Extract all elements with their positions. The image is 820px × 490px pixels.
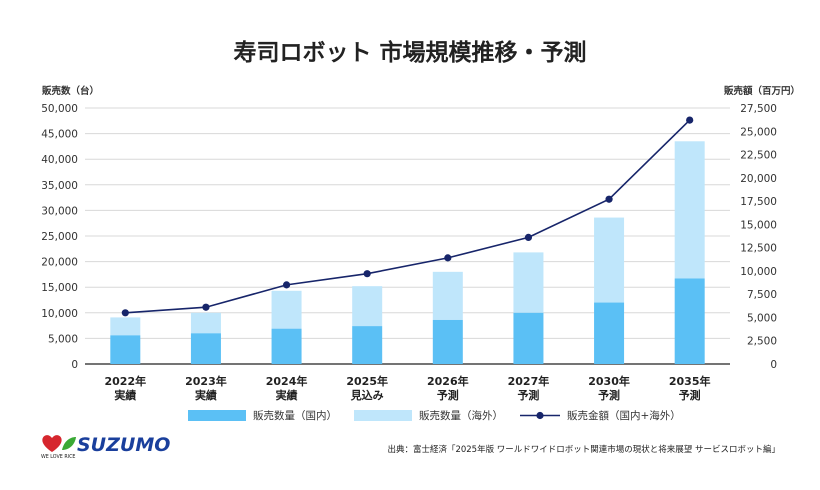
- right-tick-label: 10,000: [740, 266, 777, 278]
- legend: 販売数量（国内） 販売数量（海外） 販売金額（国内+海外）: [188, 409, 681, 422]
- left-tick-label: 0: [71, 359, 78, 371]
- category-year-label: 2030年: [588, 374, 630, 388]
- left-tick-label: 25,000: [41, 231, 78, 243]
- right-tick-label: 0: [770, 359, 777, 371]
- bar-domestic: [432, 319, 463, 364]
- line-point: [686, 116, 694, 124]
- category-year-label: 2035年: [669, 374, 711, 388]
- category-status-label: 見込み: [350, 388, 384, 402]
- bar-domestic: [594, 302, 625, 364]
- y-axis-right-label: 販売額（百万円）: [724, 85, 800, 97]
- category-labels: 2022年実績2023年実績2024年実績2025年見込み2026年予測2027…: [105, 374, 711, 402]
- line-point: [282, 281, 291, 289]
- line-point: [444, 254, 452, 262]
- category-status-label: 実績: [195, 388, 217, 402]
- category-year-label: 2026年: [427, 374, 469, 388]
- line-path: [125, 119, 691, 314]
- right-tick-label: 12,500: [740, 243, 777, 255]
- line-point: [202, 303, 210, 311]
- category-status-label: 実績: [276, 388, 298, 402]
- bar-overseas: [190, 312, 221, 334]
- right-tick-label: 5,000: [747, 312, 777, 324]
- legend-swatch-marker: [536, 411, 544, 420]
- bar-overseas: [352, 286, 383, 327]
- category-year-label: 2022年: [105, 374, 147, 388]
- right-tick-label: 2,500: [747, 336, 777, 348]
- left-tick-label: 35,000: [41, 180, 78, 192]
- category-status-label: 予測: [598, 388, 620, 402]
- chart-title: 寿司ロボット 市場規模推移・予測: [233, 39, 586, 66]
- left-tick-label: 50,000: [41, 103, 78, 115]
- right-tick-label: 15,000: [740, 219, 777, 231]
- category-year-label: 2027年: [508, 374, 550, 388]
- legend-swatch-overseas: [354, 410, 412, 421]
- bars: [110, 141, 705, 364]
- grid-lines: [85, 107, 730, 365]
- right-tick-label: 22,500: [740, 150, 777, 162]
- legend-label-overseas: 販売数量（海外）: [419, 409, 503, 422]
- line-point: [363, 270, 371, 278]
- line-point: [605, 195, 613, 203]
- legend-label-amount: 販売金額（国内+海外）: [567, 409, 681, 422]
- category-status-label: 実績: [114, 388, 136, 402]
- bar-domestic: [513, 312, 544, 364]
- source-note: 出典：富士経済「2025年版 ワールドワイドロボット関連市場の現状と将来展望 サ…: [387, 444, 780, 455]
- bar-overseas: [594, 217, 625, 303]
- bar-overseas: [674, 141, 705, 279]
- left-tick-labels: 0 5,000 10,000 15,000 20,000 25,000 30,000 35,0…: [41, 103, 78, 371]
- logo-heart-icon: [42, 435, 62, 452]
- logo-tagline: WE LOVE RICE: [41, 454, 75, 460]
- left-tick-label: 5,000: [48, 333, 78, 345]
- right-tick-label: 27,500: [740, 103, 777, 115]
- right-tick-label: 25,000: [740, 126, 777, 138]
- y-axis-left-label: 販売数（台）: [42, 85, 99, 97]
- left-tick-label: 15,000: [41, 282, 78, 294]
- category-year-label: 2025年: [346, 374, 388, 388]
- bar-overseas: [271, 290, 302, 329]
- right-tick-label: 17,500: [740, 196, 777, 208]
- left-tick-label: 30,000: [41, 205, 78, 217]
- left-tick-label: 45,000: [41, 129, 78, 141]
- right-tick-labels: 0 2,500 5,000 7,500 10,000 12,500 15,000 17,500…: [740, 103, 777, 371]
- bar-overseas: [110, 317, 141, 336]
- bar-overseas: [432, 271, 463, 320]
- right-tick-label: 7,500: [747, 289, 777, 301]
- left-tick-label: 20,000: [41, 257, 78, 269]
- bar-domestic: [352, 326, 383, 364]
- category-year-label: 2023年: [185, 374, 227, 388]
- legend-label-domestic: 販売数量（国内）: [253, 409, 337, 422]
- left-tick-label: 40,000: [41, 154, 78, 166]
- logo-brand: SUZUMO: [77, 434, 170, 456]
- bar-domestic: [110, 335, 141, 364]
- sales-amount-line: [121, 116, 694, 317]
- legend-swatch-domestic: [188, 410, 246, 421]
- bar-domestic: [190, 333, 221, 364]
- line-point: [524, 233, 533, 241]
- category-status-label: 予測: [517, 388, 539, 402]
- logo-leaf-icon: [62, 437, 76, 450]
- category-status-label: 予測: [679, 388, 701, 402]
- right-tick-label: 20,000: [740, 173, 777, 185]
- suzumo-logo: WE LOVE RICE SUZUMO: [41, 434, 170, 460]
- bar-domestic: [674, 278, 705, 364]
- category-status-label: 予測: [437, 388, 459, 402]
- left-tick-label: 10,000: [41, 308, 78, 320]
- category-year-label: 2024年: [266, 374, 308, 388]
- bar-overseas: [513, 252, 544, 313]
- bar-domestic: [271, 328, 302, 364]
- line-point: [121, 309, 129, 317]
